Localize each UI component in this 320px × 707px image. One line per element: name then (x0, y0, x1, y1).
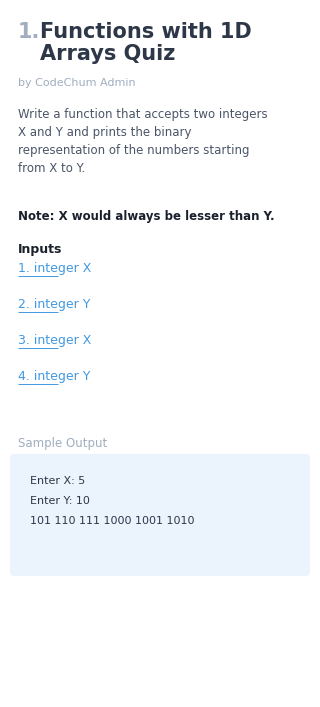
Text: Sample Output: Sample Output (18, 437, 107, 450)
Text: X and Y and prints the binary: X and Y and prints the binary (18, 126, 191, 139)
Text: 1.: 1. (18, 22, 40, 42)
Text: 2. integer Y: 2. integer Y (18, 298, 90, 311)
Text: 1. integer X: 1. integer X (18, 262, 92, 275)
Text: Enter Y: 10: Enter Y: 10 (30, 496, 90, 506)
Text: representation of the numbers starting: representation of the numbers starting (18, 144, 250, 157)
FancyBboxPatch shape (10, 454, 310, 576)
Text: Enter X: 5: Enter X: 5 (30, 476, 85, 486)
Text: 3. integer X: 3. integer X (18, 334, 92, 347)
Text: Functions with 1D
Arrays Quiz: Functions with 1D Arrays Quiz (40, 22, 252, 64)
Text: from X to Y.: from X to Y. (18, 162, 85, 175)
Text: Inputs: Inputs (18, 243, 62, 256)
Text: Write a function that accepts two integers: Write a function that accepts two intege… (18, 108, 268, 121)
Text: 4. integer Y: 4. integer Y (18, 370, 90, 383)
Text: 101 110 111 1000 1001 1010: 101 110 111 1000 1001 1010 (30, 516, 195, 526)
Text: Note: X would always be lesser than Y.: Note: X would always be lesser than Y. (18, 210, 275, 223)
Text: by CodeChum Admin: by CodeChum Admin (18, 78, 136, 88)
